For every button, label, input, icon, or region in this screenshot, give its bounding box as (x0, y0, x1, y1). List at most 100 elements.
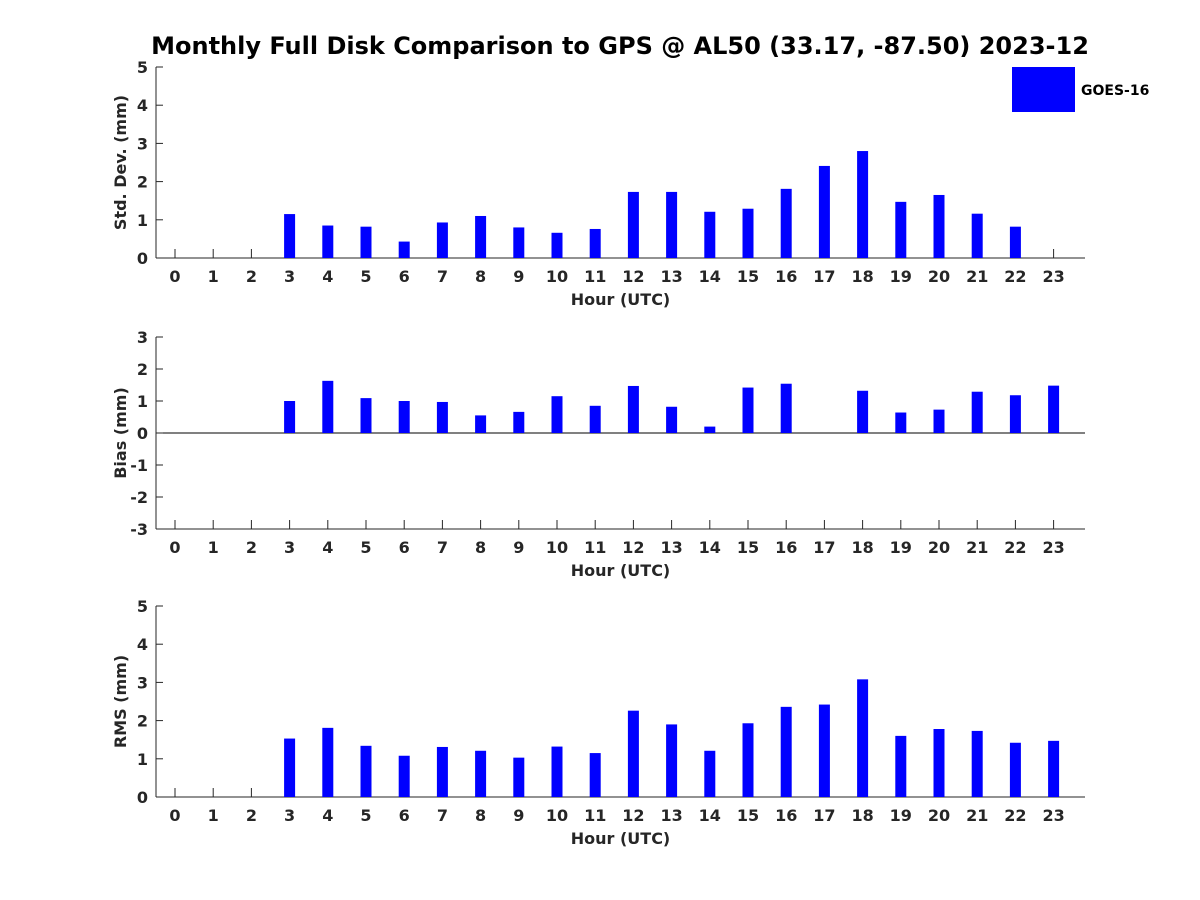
x-tick-label: 22 (1004, 806, 1026, 825)
x-tick-label: 8 (475, 806, 486, 825)
x-tick-label: 7 (437, 267, 448, 286)
bar-hour-15 (742, 208, 754, 258)
bar-hour-23 (1048, 385, 1060, 433)
y-tick-label: 1 (137, 211, 148, 230)
x-tick-label: 22 (1004, 267, 1026, 286)
bar-hour-6 (398, 401, 410, 433)
bar-hour-7 (436, 222, 448, 258)
x-tick-label: 8 (475, 267, 486, 286)
x-tick-label: 4 (322, 538, 333, 557)
bar-hour-5 (360, 226, 372, 258)
x-tick-label: 12 (622, 538, 644, 557)
x-tick-label: 7 (437, 806, 448, 825)
bar-hour-12 (627, 191, 639, 258)
x-tick-label: 12 (622, 806, 644, 825)
x-tick-label: 15 (737, 806, 759, 825)
y-axis-label: RMS (mm) (111, 655, 130, 748)
bar-hour-20 (933, 194, 945, 258)
x-tick-label: 17 (813, 267, 835, 286)
x-tick-label: 3 (284, 806, 295, 825)
bar-hour-13 (666, 191, 678, 258)
x-tick-label: 21 (966, 806, 988, 825)
x-tick-label: 20 (928, 538, 950, 557)
bar-hour-19 (895, 412, 907, 433)
x-tick-label: 8 (475, 538, 486, 557)
x-tick-label: 6 (399, 538, 410, 557)
x-tick-label: 15 (737, 267, 759, 286)
bar-hour-23 (1048, 740, 1060, 797)
bar-hour-3 (284, 738, 296, 797)
bar-hour-10 (551, 232, 563, 258)
bar-hour-22 (1009, 742, 1021, 797)
x-tick-label: 21 (966, 267, 988, 286)
bar-hour-14 (704, 426, 716, 433)
bar-hour-14 (704, 211, 716, 258)
legend-label: GOES-16 (1081, 83, 1149, 99)
x-tick-label: 17 (813, 538, 835, 557)
y-tick-label: -3 (130, 520, 148, 539)
x-axis-label: Hour (UTC) (571, 829, 671, 848)
bar-hour-12 (627, 385, 639, 433)
y-tick-label: 2 (137, 360, 148, 379)
y-tick-label: 5 (137, 58, 148, 77)
x-tick-label: 2 (246, 806, 257, 825)
bar-hour-11 (589, 405, 601, 433)
bar-hour-6 (398, 241, 410, 258)
x-tick-label: 6 (399, 267, 410, 286)
bar-hour-16 (780, 188, 792, 258)
x-axis-label: Hour (UTC) (571, 290, 671, 309)
y-tick-label: 0 (137, 249, 148, 268)
y-tick-label: 2 (137, 173, 148, 192)
bar-hour-10 (551, 746, 563, 797)
x-tick-label: 13 (660, 538, 682, 557)
x-tick-label: 17 (813, 806, 835, 825)
x-tick-label: 19 (890, 267, 912, 286)
y-tick-label: 0 (137, 788, 148, 807)
x-tick-label: 10 (546, 538, 568, 557)
bar-hour-19 (895, 201, 907, 258)
bar-hour-4 (322, 380, 334, 433)
bar-hour-21 (971, 213, 983, 258)
bar-hour-4 (322, 727, 334, 797)
x-tick-label: 9 (513, 538, 524, 557)
bar-hour-18 (857, 679, 869, 797)
x-tick-label: 11 (584, 538, 606, 557)
x-tick-label: 22 (1004, 538, 1026, 557)
bar-hour-8 (475, 215, 487, 258)
bar-hour-9 (513, 411, 525, 433)
bar-hour-12 (627, 710, 639, 797)
bar-hour-9 (513, 227, 525, 258)
bar-hour-13 (666, 724, 678, 797)
bar-hour-17 (818, 704, 830, 797)
bar-hour-5 (360, 398, 372, 433)
legend: GOES-16 (1012, 67, 1149, 112)
x-tick-label: 14 (699, 806, 721, 825)
x-tick-label: 5 (360, 267, 371, 286)
x-tick-label: 13 (660, 267, 682, 286)
bar-hour-4 (322, 225, 334, 258)
x-tick-label: 10 (546, 267, 568, 286)
x-tick-label: 2 (246, 267, 257, 286)
bar-hour-3 (284, 401, 296, 433)
x-tick-label: 9 (513, 806, 524, 825)
x-tick-label: 20 (928, 267, 950, 286)
x-tick-label: 18 (851, 538, 873, 557)
x-tick-label: 14 (699, 267, 721, 286)
y-tick-label: 3 (137, 328, 148, 347)
bar-hour-9 (513, 757, 525, 797)
x-tick-label: 2 (246, 538, 257, 557)
x-tick-label: 5 (360, 806, 371, 825)
x-tick-label: 11 (584, 806, 606, 825)
x-tick-label: 3 (284, 538, 295, 557)
x-tick-label: 18 (851, 267, 873, 286)
x-tick-label: 20 (928, 806, 950, 825)
bar-hour-20 (933, 409, 945, 433)
x-tick-label: 19 (890, 538, 912, 557)
x-tick-label: 1 (208, 806, 219, 825)
x-tick-label: 16 (775, 538, 797, 557)
bar-hour-16 (780, 383, 792, 433)
